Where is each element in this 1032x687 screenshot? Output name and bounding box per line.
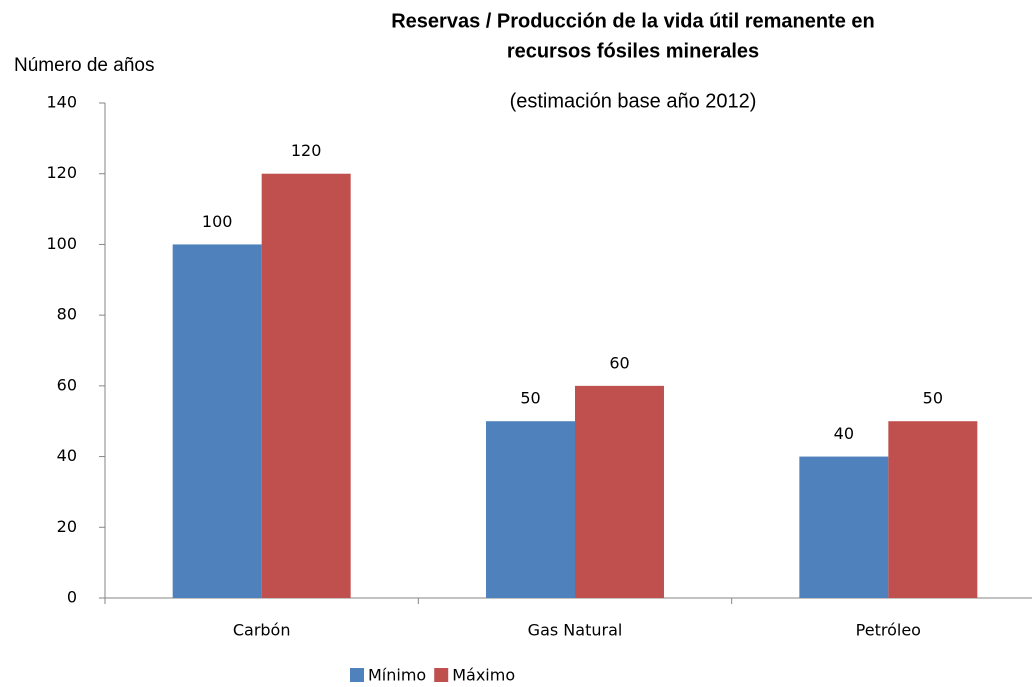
y-tick-label: 0	[67, 588, 77, 607]
data-label: 40	[834, 424, 854, 443]
x-tick-label: Petróleo	[856, 621, 921, 640]
data-label: 120	[291, 141, 322, 160]
y-tick-label: 40	[57, 446, 77, 465]
y-tick-label: 140	[46, 93, 77, 112]
data-label: 60	[609, 353, 629, 372]
data-label: 50	[923, 389, 943, 408]
chart-subtitle: (estimación base año 2012)	[510, 90, 757, 112]
x-tick-label: Carbón	[233, 621, 291, 640]
chart-title: recursos fósiles minerales	[507, 40, 759, 62]
y-tick-label: 60	[57, 375, 77, 394]
y-tick-label: 120	[46, 163, 77, 182]
bar	[888, 421, 978, 598]
y-tick-label: 100	[46, 234, 77, 253]
legend-swatch	[434, 668, 449, 682]
bar	[799, 456, 889, 598]
legend-swatch	[350, 668, 364, 682]
y-axis-label: Número de años	[14, 55, 154, 76]
data-label: 50	[520, 389, 540, 408]
legend-label: Mínimo	[368, 666, 426, 685]
chart-title: Reservas / Producción de la vida útil re…	[391, 10, 875, 32]
y-tick-label: 20	[57, 517, 77, 536]
data-label: 100	[202, 212, 233, 231]
bar	[486, 421, 575, 598]
bar	[261, 173, 351, 598]
bar	[575, 385, 664, 598]
legend-label: Máximo	[452, 666, 515, 685]
x-tick-label: Gas Natural	[528, 621, 623, 640]
bar	[172, 244, 262, 598]
y-tick-label: 80	[57, 305, 77, 324]
